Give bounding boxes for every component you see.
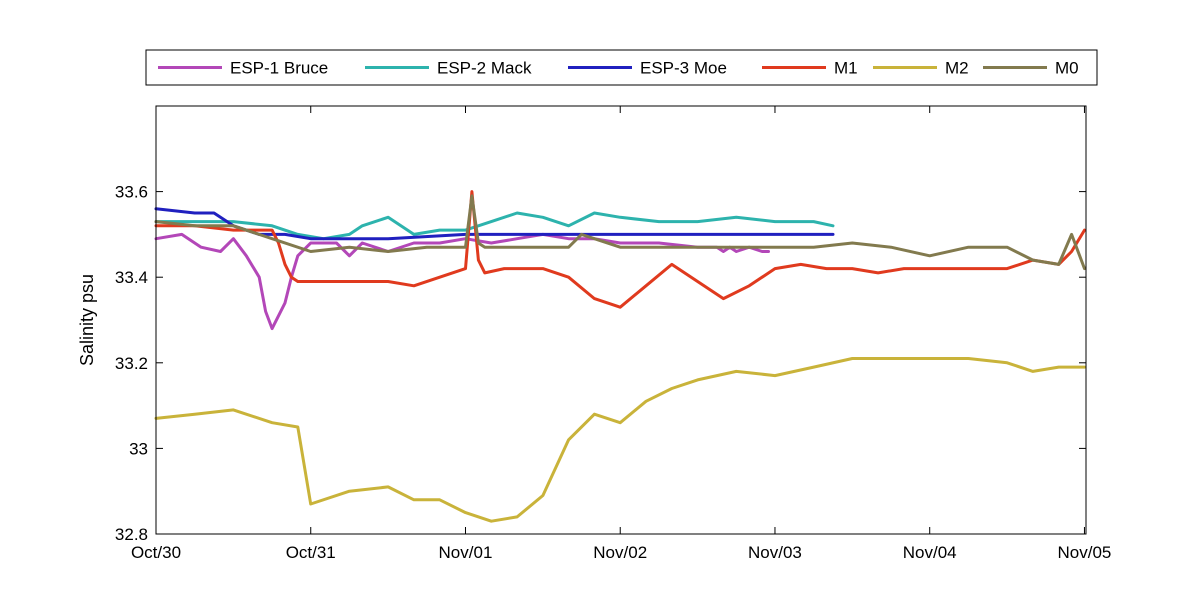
y-axis-label: Salinity psu: [77, 274, 97, 366]
y-tick-label: 32.8: [115, 525, 148, 544]
y-tick-label: 33.2: [115, 354, 148, 373]
x-tick-label: Oct/30: [131, 543, 181, 562]
plot-frame: [155, 105, 1087, 535]
y-tick-label: 33.4: [115, 268, 148, 287]
series-line-esp-3-moe: [154, 207, 835, 241]
x-axis: Oct/30 Oct/31 Nov/01 Nov/02 Nov/03 Nov/04 Nov/…: [131, 106, 1111, 562]
series-line-m1: [154, 190, 1086, 309]
legend-label: M0: [1055, 59, 1079, 78]
x-tick-label: Nov/02: [593, 543, 647, 562]
series-line-esp-2-mack: [154, 211, 835, 241]
legend-label: ESP-2 Mack: [437, 59, 532, 78]
x-tick-label: Nov/03: [748, 543, 802, 562]
x-tick-label: Nov/05: [1058, 543, 1112, 562]
y-axis: 32.8 33 33.2 33.4 33.6: [115, 183, 1086, 544]
series-layer: [154, 190, 1086, 523]
series-line-m0: [154, 194, 1086, 271]
y-tick-label: 33: [129, 439, 148, 458]
x-tick-label: Oct/31: [286, 543, 336, 562]
series-line-m2: [154, 357, 1086, 523]
legend: ESP-1 Bruce ESP-2 Mack ESP-3 Moe M1 M2 M0: [145, 49, 1098, 86]
y-tick-label: 33.6: [115, 183, 148, 202]
legend-label: ESP-3 Moe: [640, 59, 727, 78]
legend-label: M1: [834, 59, 858, 78]
x-tick-label: Nov/04: [903, 543, 957, 562]
legend-label: ESP-1 Bruce: [230, 59, 328, 78]
legend-label: M2: [945, 59, 969, 78]
x-tick-label: Nov/01: [439, 543, 493, 562]
